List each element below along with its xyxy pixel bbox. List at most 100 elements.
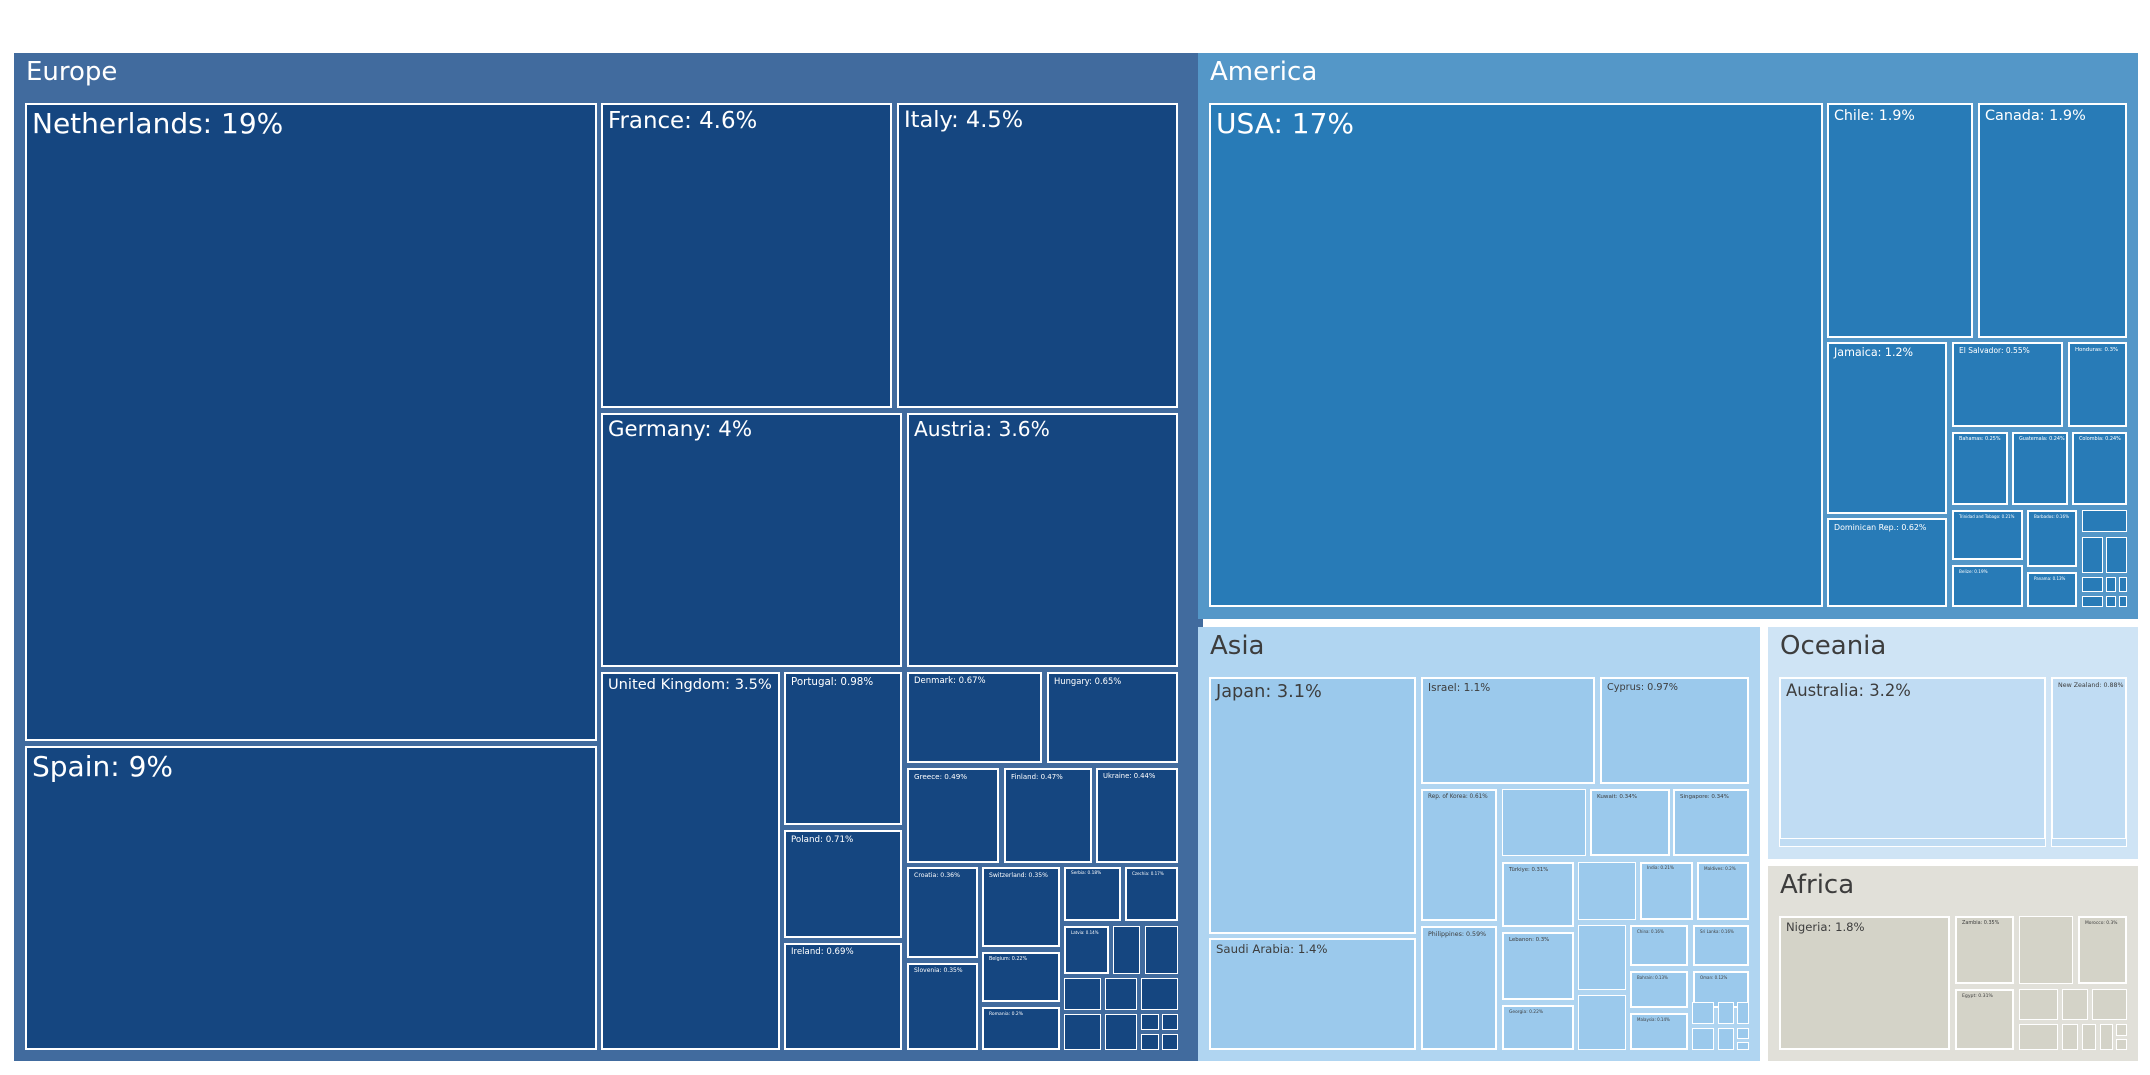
minor-tile bbox=[1162, 1034, 1178, 1050]
cell-label-canada: Canada: 1.9% bbox=[1985, 108, 2086, 124]
minor-tile bbox=[2019, 1024, 2058, 1050]
minor-tile bbox=[1578, 925, 1626, 990]
cell-romania: Romania: 0.2% bbox=[982, 1007, 1060, 1050]
minor-tile bbox=[2092, 989, 2127, 1020]
cell-malaysia: Malaysia: 0.14% bbox=[1630, 1013, 1688, 1050]
cell-new-zealand: New Zealand: 0.88% bbox=[2051, 677, 2127, 847]
minor-tile bbox=[1692, 1028, 1714, 1050]
minor-tile bbox=[1141, 978, 1178, 1010]
cell-kuwait: Kuwait: 0.34% bbox=[1590, 789, 1670, 856]
cell-latvia: Latvia: 0.14% bbox=[1064, 926, 1109, 974]
region-africa: Africa Nigeria: 1.8% Zambia: 0.35% Egypt: 0… bbox=[1768, 866, 2138, 1061]
cell-usa: USA: 17% bbox=[1209, 103, 1823, 607]
cell-label-kuwait: Kuwait: 0.34% bbox=[1597, 794, 1638, 800]
minor-tile bbox=[1113, 926, 1140, 974]
cell-dominican-rep: Dominican Rep.: 0.62% bbox=[1827, 518, 1947, 607]
cell-label-usa: USA: 17% bbox=[1216, 107, 1355, 140]
cell-belize: Belize: 0.19% bbox=[1952, 565, 2023, 607]
cell-label-austria: Austria: 3.6% bbox=[914, 417, 1050, 441]
cell-chile: Chile: 1.9% bbox=[1827, 103, 1973, 338]
cell-label-trinidad-and-tobago: Trinidad and Tobago: 0.21% bbox=[1959, 514, 2015, 519]
cell-label-australia: Australia: 3.2% bbox=[1786, 681, 1911, 700]
minor-tile bbox=[1162, 1014, 1178, 1030]
cell-label-georgia: Georgia: 0.22% bbox=[1509, 1010, 1544, 1015]
cell-label-croatia: Croatia: 0.36% bbox=[914, 872, 960, 879]
cell-label-saudi-arabia: Saudi Arabia: 1.4% bbox=[1216, 942, 1328, 956]
cell-bahrain: Bahrain: 0.13% bbox=[1630, 971, 1688, 1008]
cell-nigeria: Nigeria: 1.8% bbox=[1779, 916, 1950, 1050]
cell-austria: Austria: 3.6% bbox=[907, 413, 1178, 667]
minor-tile bbox=[2062, 1024, 2078, 1050]
minor-tile bbox=[1105, 978, 1137, 1010]
minor-tile bbox=[1064, 978, 1101, 1010]
cell-portugal: Portugal: 0.98% bbox=[784, 672, 902, 825]
cell-label-t-rkiye: Türkiye: 0.31% bbox=[1509, 867, 1549, 873]
minor-tile bbox=[1737, 1028, 1749, 1039]
cell-panama: Panama: 0.13% bbox=[2027, 572, 2077, 607]
cell-morocco: Morocco: 0.3% bbox=[2078, 916, 2127, 984]
cell-bahamas: Bahamas: 0.25% bbox=[1952, 432, 2008, 505]
cell-label-new-zealand: New Zealand: 0.88% bbox=[2058, 682, 2124, 689]
region-label-asia: Asia bbox=[1210, 631, 1265, 661]
cell-label-singapore: Singapore: 0.34% bbox=[1680, 794, 1729, 800]
cell-label-germany: Germany: 4% bbox=[608, 417, 753, 442]
cell-label-romania: Romania: 0.2% bbox=[989, 1012, 1024, 1017]
minor-tile bbox=[2019, 989, 2058, 1020]
cell-label-maldives: Maldives: 0.2% bbox=[1704, 866, 1736, 871]
minor-tile bbox=[1578, 995, 1626, 1050]
minor-tile bbox=[2082, 537, 2103, 573]
cell-label-denmark: Denmark: 0.67% bbox=[914, 676, 986, 686]
minor-tile bbox=[1105, 1014, 1137, 1050]
cell-denmark: Denmark: 0.67% bbox=[907, 672, 1042, 763]
minor-tile bbox=[1502, 789, 1586, 856]
cell-label-guatemala: Guatemala: 0.24% bbox=[2019, 436, 2065, 442]
cell-label-colombia: Colombia: 0.24% bbox=[2079, 436, 2121, 442]
minor-tile bbox=[1141, 1034, 1159, 1050]
region-america: America USA: 17% Chile: 1.9% Canada: 1.9% Ja… bbox=[1198, 53, 2138, 619]
region-label-america: America bbox=[1210, 57, 1318, 87]
cell-label-cyprus: Cyprus: 0.97% bbox=[1607, 682, 1678, 693]
minor-tile bbox=[1779, 838, 2046, 847]
cell-israel: Israel: 1.1% bbox=[1421, 677, 1595, 784]
cell-label-barbados: Barbados: 0.16% bbox=[2034, 514, 2070, 519]
cell-label-nigeria: Nigeria: 1.8% bbox=[1786, 920, 1865, 934]
cell-sri-lanka: Sri Lanka: 0.16% bbox=[1693, 925, 1749, 966]
cell-label-china: China: 0.16% bbox=[1637, 929, 1664, 934]
cell-netherlands: Netherlands: 19% bbox=[25, 103, 597, 741]
cell-label-panama: Panama: 0.13% bbox=[2034, 576, 2066, 581]
minor-tile bbox=[1718, 1028, 1734, 1050]
cell-canada: Canada: 1.9% bbox=[1978, 103, 2127, 338]
cell-colombia: Colombia: 0.24% bbox=[2072, 432, 2127, 505]
cell-el-salvador: El Salvador: 0.55% bbox=[1952, 342, 2063, 427]
cell-label-jamaica: Jamaica: 1.2% bbox=[1834, 346, 1914, 359]
cell-singapore: Singapore: 0.34% bbox=[1673, 789, 1749, 856]
cell-label-slovenia: Slovenia: 0.35% bbox=[914, 967, 963, 974]
cell-honduras: Honduras: 0.3% bbox=[2068, 342, 2127, 427]
minor-tile bbox=[1145, 926, 1178, 974]
cell-ireland: Ireland: 0.69% bbox=[784, 943, 902, 1050]
minor-tile bbox=[2082, 577, 2103, 592]
cell-georgia: Georgia: 0.22% bbox=[1502, 1005, 1574, 1050]
cell-label-philippines: Philippines: 0.59% bbox=[1428, 931, 1487, 938]
minor-tile bbox=[2019, 916, 2073, 984]
minor-tile bbox=[1064, 1014, 1101, 1050]
cell-serbia: Serbia: 0.18% bbox=[1064, 867, 1121, 921]
cell-germany: Germany: 4% bbox=[601, 413, 902, 667]
cell-philippines: Philippines: 0.59% bbox=[1421, 926, 1497, 1050]
cell-rep-of-korea: Rep. of Korea: 0.61% bbox=[1421, 789, 1497, 921]
region-asia: Asia Japan: 3.1% Saudi Arabia: 1.4% Israel:… bbox=[1198, 627, 1760, 1061]
cell-label-egypt: Egypt: 0.31% bbox=[1962, 994, 1993, 999]
cell-label-israel: Israel: 1.1% bbox=[1428, 682, 1491, 694]
minor-tile bbox=[2082, 510, 2127, 532]
region-europe: Europe Netherlands: 19% Spain: 9% France: 4… bbox=[14, 53, 1203, 1061]
region-label-africa: Africa bbox=[1780, 870, 1855, 900]
minor-tile bbox=[1737, 1002, 1749, 1024]
cell-label-france: France: 4.6% bbox=[608, 108, 758, 134]
minor-tile bbox=[2082, 596, 2103, 607]
cell-label-sri-lanka: Sri Lanka: 0.16% bbox=[1700, 929, 1734, 934]
minor-tile bbox=[2106, 537, 2127, 573]
cell-zambia: Zambia: 0.35% bbox=[1955, 916, 2014, 984]
cell-guatemala: Guatemala: 0.24% bbox=[2012, 432, 2068, 505]
cell-t-rkiye: Türkiye: 0.31% bbox=[1502, 862, 1574, 927]
